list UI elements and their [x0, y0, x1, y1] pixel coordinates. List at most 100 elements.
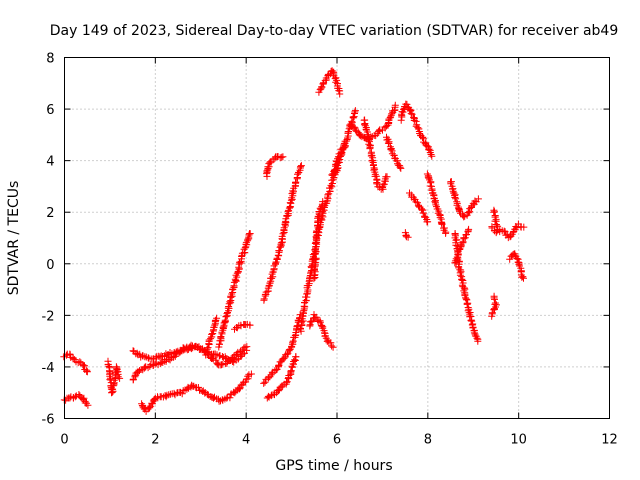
data-point — [469, 323, 477, 331]
data-point — [275, 387, 282, 395]
data-point — [365, 140, 373, 148]
data-point — [520, 274, 527, 282]
data-point — [427, 151, 435, 158]
data-point — [279, 153, 287, 161]
data-point — [500, 227, 508, 235]
data-point — [473, 334, 481, 342]
data-point — [332, 161, 340, 169]
data-point — [213, 314, 221, 322]
data-point — [328, 180, 336, 187]
data-point — [474, 337, 482, 345]
data-point — [144, 354, 152, 362]
data-point — [176, 348, 184, 356]
data-point — [84, 401, 92, 409]
y-axis-label: SDTVAR / TECUs — [6, 181, 22, 296]
data-point — [291, 356, 299, 364]
data-point — [347, 123, 355, 130]
data-point — [226, 298, 234, 306]
data-point — [246, 321, 254, 329]
data-point — [104, 361, 112, 369]
data-point — [400, 105, 408, 113]
data-point — [233, 269, 241, 277]
data-point — [513, 255, 521, 262]
data-point — [114, 373, 122, 381]
y-tick-label: 0 — [46, 258, 54, 273]
data-point — [458, 276, 466, 284]
data-point — [344, 128, 352, 136]
data-point — [292, 353, 300, 361]
data-point — [283, 378, 290, 386]
data-point — [328, 183, 336, 191]
y-tick-label: 6 — [46, 103, 54, 118]
data-point — [328, 67, 336, 75]
data-point — [183, 385, 191, 393]
data-point — [292, 179, 299, 186]
data-point — [275, 247, 283, 255]
data-point — [208, 330, 216, 338]
data-point — [79, 361, 87, 369]
data-point — [492, 221, 500, 228]
data-point — [440, 226, 448, 234]
x-tick-label: 6 — [333, 433, 341, 448]
data-point — [221, 316, 229, 324]
data-point — [428, 152, 436, 160]
data-point — [408, 110, 416, 118]
axis-ticks: 0 2 4 6 8 10 12 -6 -4 -2 0 2 4 6 8 — [42, 52, 618, 448]
data-point — [150, 396, 158, 404]
data-point — [423, 170, 431, 178]
data-point — [163, 391, 171, 399]
data-point — [224, 309, 231, 316]
data-point — [418, 205, 425, 213]
data-point — [226, 394, 234, 402]
x-tick-label: 8 — [424, 433, 432, 448]
data-point — [260, 379, 268, 387]
data-point — [432, 201, 440, 209]
data-point — [452, 255, 460, 263]
data-point — [507, 232, 515, 240]
data-point — [452, 241, 460, 249]
data-point — [247, 370, 255, 378]
data-point — [204, 344, 212, 352]
data-point — [202, 348, 210, 356]
data-point — [229, 285, 237, 293]
data-point — [71, 393, 79, 401]
data-point — [328, 342, 336, 350]
y-tick-label: 4 — [46, 155, 54, 170]
data-point — [246, 230, 254, 238]
data-point — [83, 368, 91, 376]
data-point — [419, 209, 427, 217]
data-point — [260, 295, 268, 303]
chart-title: Day 149 of 2023, Sidereal Day-to-day VTE… — [50, 23, 619, 39]
data-point — [290, 358, 298, 365]
data-point — [313, 227, 321, 235]
data-point — [263, 394, 271, 402]
data-point — [333, 76, 341, 84]
data-point — [228, 290, 236, 298]
data-point — [211, 350, 219, 358]
data-point — [331, 165, 339, 173]
data-point — [336, 90, 344, 98]
data-point — [492, 229, 500, 237]
data-point — [518, 273, 526, 281]
data-point — [368, 157, 376, 165]
data-point — [474, 195, 482, 203]
data-point — [279, 382, 287, 390]
data-point — [351, 108, 359, 116]
data-point — [316, 318, 324, 326]
data-point — [459, 238, 467, 246]
data-point — [519, 273, 527, 281]
data-point — [387, 113, 395, 121]
data-point — [146, 404, 154, 412]
data-point — [289, 338, 297, 346]
data-point — [383, 173, 391, 181]
data-point — [465, 209, 473, 217]
data-point — [381, 123, 389, 131]
data-point — [323, 337, 331, 345]
data-point — [460, 213, 468, 221]
data-point — [424, 218, 432, 226]
x-tick-label: 4 — [242, 433, 250, 448]
data-point — [452, 195, 460, 203]
data-point — [277, 239, 285, 247]
data-point — [468, 317, 476, 325]
